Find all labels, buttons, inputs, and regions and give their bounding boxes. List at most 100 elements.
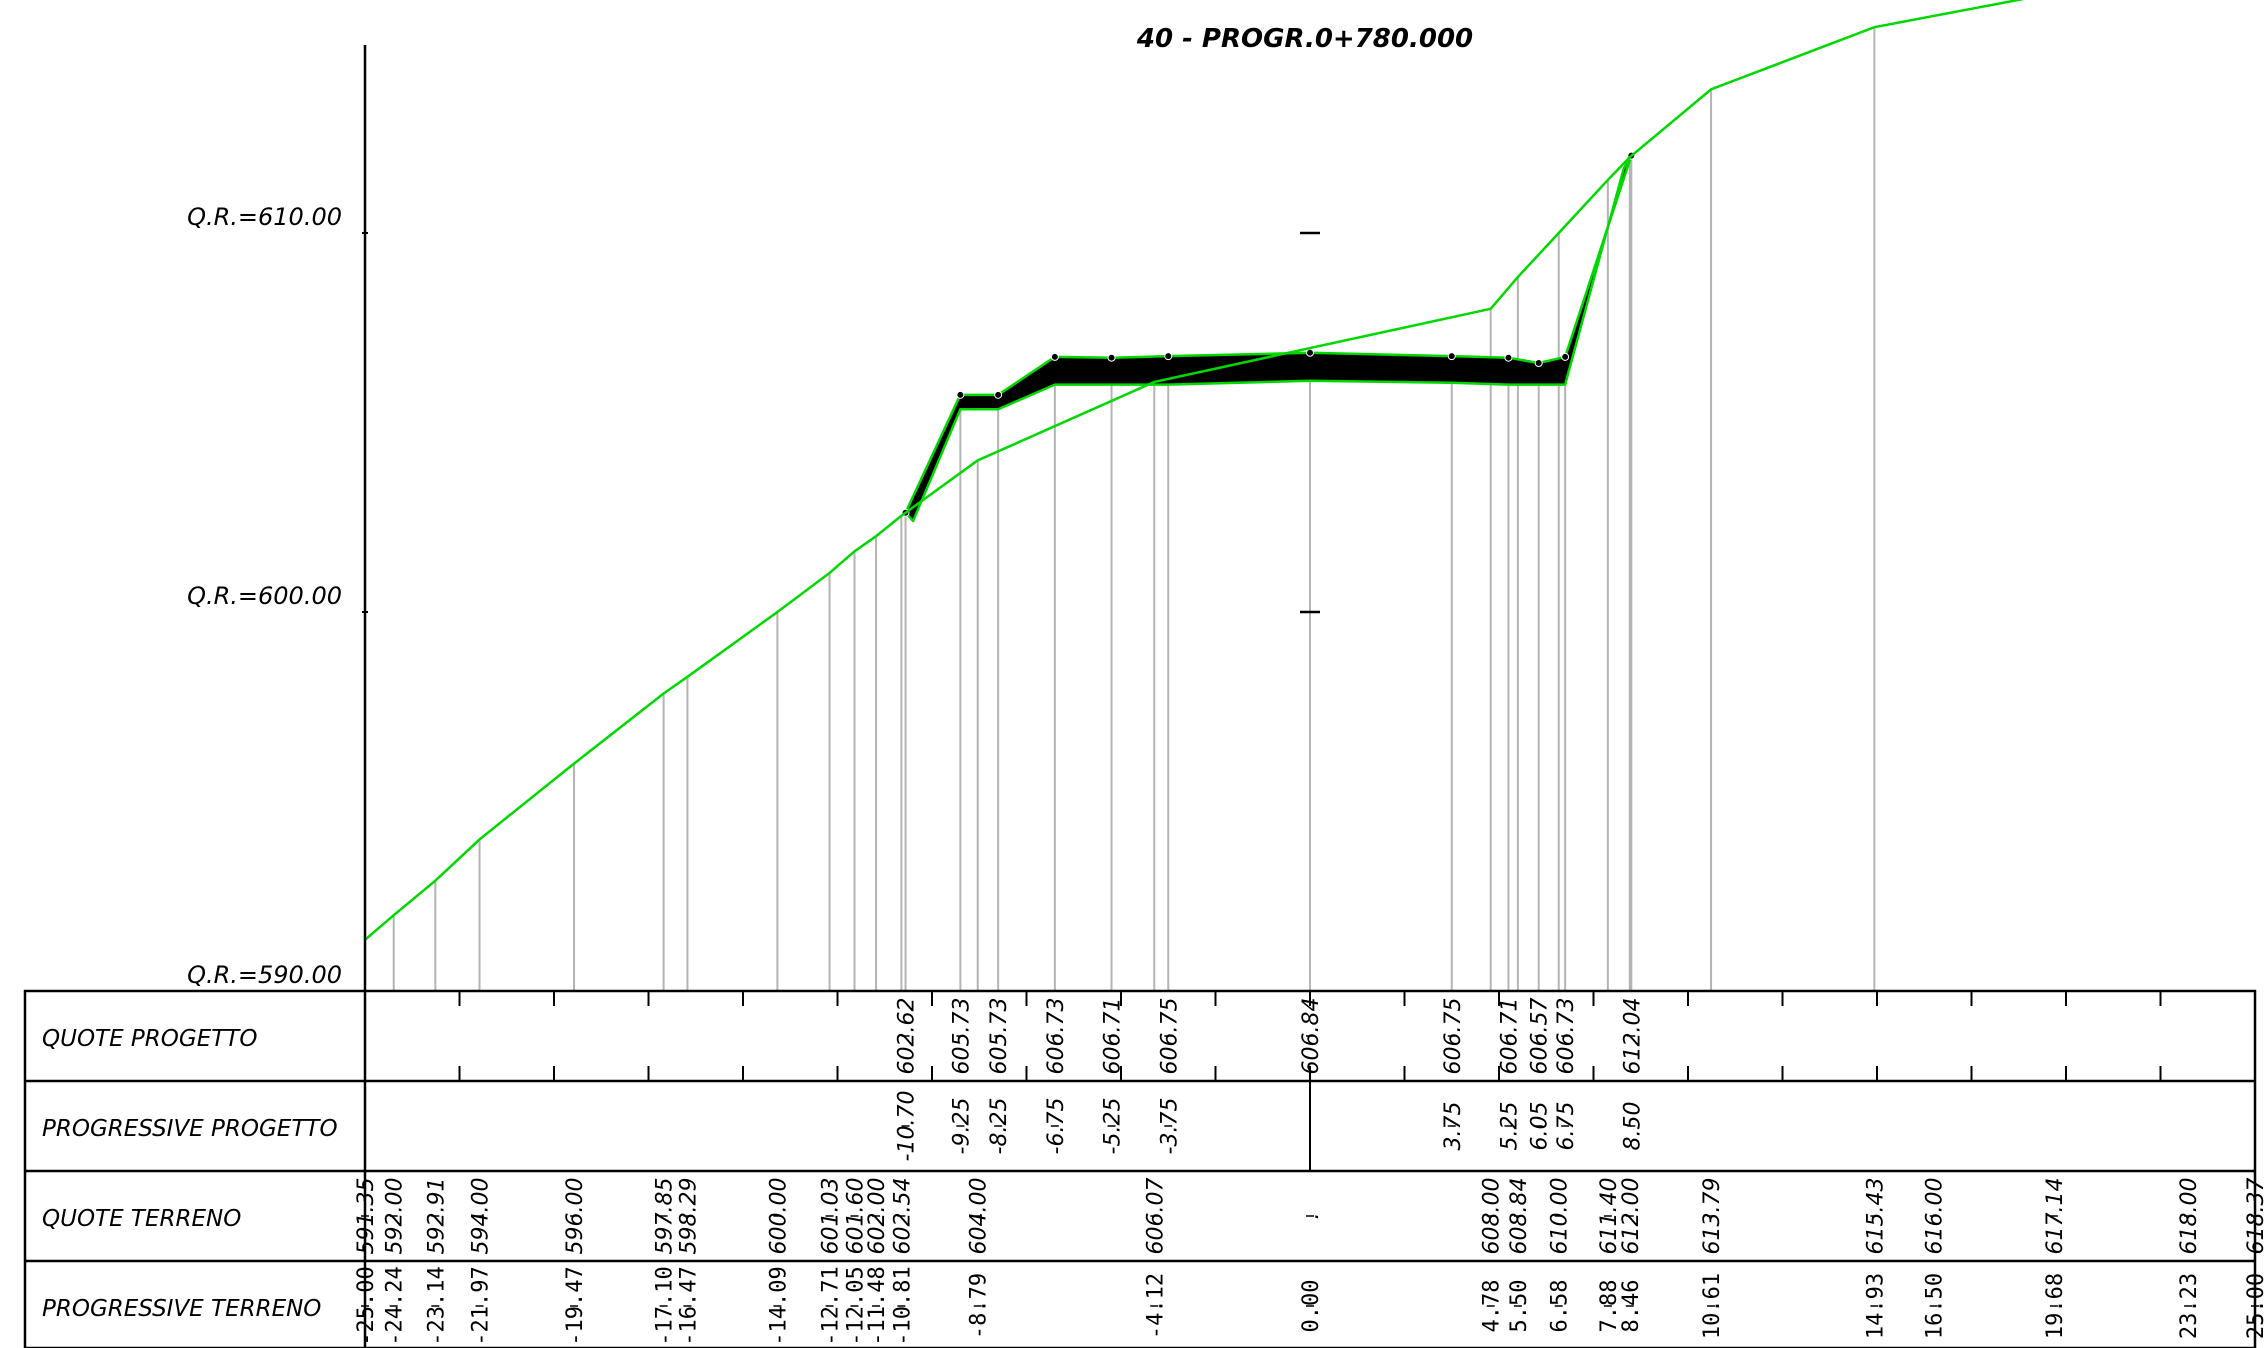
- progressive-terreno-value: 7.88: [1597, 1280, 1622, 1333]
- quote-terreno-values: 591.35 592.00 592.91 594.00 596.00 597.85598.…: [354, 1178, 2266, 1255]
- table-frame: [23, 989, 2257, 1348]
- project-vertex: [1306, 348, 1314, 357]
- quote-terreno-value: .: [1299, 1213, 1324, 1220]
- progressive-progetto-value: 5.25: [1497, 1102, 1522, 1151]
- section-title: 40 - PROGR.0+780.000: [1136, 24, 1473, 54]
- progressive-terreno-value: 16.50: [1923, 1273, 1948, 1339]
- quote-terreno-value: 598.29: [676, 1178, 701, 1255]
- progressive-progetto-value: -3.75: [1157, 1098, 1182, 1155]
- progressive-terreno-value: 19.68: [2043, 1273, 2068, 1339]
- quote-terreno-value: 606.07: [1143, 1178, 1168, 1255]
- elevation-label-qr-610: Q.R.=610.00: [187, 203, 342, 231]
- quote-progetto-value: 606.71: [1101, 998, 1126, 1075]
- data-table: QUOTE PROGETTO PROGRESSIVE PROGETTO QUOT…: [23, 989, 2266, 1348]
- elevation-labels: Q.R.=610.00 Q.R.=600.00 Q.R.=590.00: [187, 203, 368, 992]
- progressive-progetto-values: -10.70 -9.25 -8.25 -6.75 -5.25 -3.75 3.75 5.25 6…: [895, 1091, 1646, 1162]
- progressive-terreno-value: 6.58: [1548, 1280, 1573, 1333]
- quote-terreno-value: 602.00: [865, 1178, 890, 1255]
- quote-progetto-value: 606.73: [1554, 998, 1579, 1075]
- progressive-terreno-value: -10.81: [890, 1266, 915, 1345]
- quote-terreno-value: 602.54: [890, 1178, 915, 1255]
- project-vertex: [1050, 352, 1059, 361]
- quote-progetto-value: 606.71: [1497, 998, 1522, 1075]
- progressive-terreno-value: -8.79: [967, 1273, 992, 1339]
- quote-terreno-value: 600.00: [766, 1178, 791, 1255]
- progressive-terreno-value: -19.47: [563, 1266, 588, 1345]
- quote-terreno-value: 611.40: [1597, 1178, 1622, 1255]
- quote-progetto-value: 606.75: [1157, 998, 1182, 1075]
- progressive-progetto-value: 6.05: [1528, 1102, 1553, 1151]
- progressive-terreno-value: 8.46: [1619, 1280, 1644, 1333]
- progressive-progetto-value: -9.25: [949, 1098, 974, 1155]
- project-vertex: [1107, 353, 1116, 362]
- quote-terreno-value: 591.35: [354, 1178, 379, 1255]
- progressive-terreno-value: 10.61: [1700, 1273, 1725, 1339]
- axis-line-marks: [1300, 231, 1320, 614]
- elevation-label-qr-590: Q.R.=590.00: [187, 961, 342, 989]
- elevation-label-qr-600: Q.R.=600.00: [187, 582, 342, 610]
- row-label-quote-progetto: QUOTE PROGETTO: [42, 1026, 257, 1052]
- progressive-progetto-value: -10.70: [895, 1091, 920, 1162]
- progressive-progetto-value: -5.25: [1101, 1098, 1126, 1155]
- terrain-line: [364, 0, 2025, 941]
- progressive-terreno-value: 4.78: [1480, 1280, 1505, 1333]
- progressive-progetto-value: -6.75: [1044, 1098, 1069, 1155]
- progressive-terreno-value: -11.48: [865, 1266, 890, 1345]
- quote-progetto-value: 602.62: [895, 998, 920, 1075]
- project-vertex: [956, 390, 965, 399]
- quote-progetto-value: 606.84: [1299, 998, 1324, 1075]
- progressive-terreno-value: -23.14: [424, 1266, 449, 1345]
- quote-terreno-value: 601.60: [844, 1178, 869, 1255]
- quote-progetto-value: 606.73: [1044, 998, 1069, 1075]
- vertical-guide-lines: [364, 27, 1876, 991]
- project-vertex: [1534, 358, 1543, 367]
- progressive-terreno-value: 5.50: [1507, 1280, 1532, 1333]
- quote-terreno-value: 608.84: [1507, 1178, 1532, 1255]
- scale-ticks-bottom: [361, 1035, 2259, 1307]
- row-label-progressive-progetto: PROGRESSIVE PROGETTO: [42, 1116, 338, 1142]
- project-vertex: [994, 390, 1003, 399]
- quote-progetto-values: 602.62 605.73 605.73 606.73 606.71 606.75 606.…: [895, 998, 1646, 1075]
- progressive-terreno-value: -21.97: [469, 1266, 494, 1345]
- quote-terreno-value: 617.14: [2043, 1178, 2068, 1255]
- progressive-terreno-value: 23.23: [2177, 1273, 2202, 1339]
- progressive-terreno-value: -16.47: [676, 1266, 701, 1345]
- progressive-terreno-value: -12.05: [844, 1266, 869, 1345]
- scale-ticks-top: [364, 991, 2256, 1006]
- row-label-quote-terreno: QUOTE TERRENO: [42, 1206, 241, 1232]
- quote-terreno-value: 612.00: [1619, 1178, 1644, 1255]
- project-section: [901, 151, 1636, 523]
- project-vertex: [1561, 352, 1570, 361]
- project-vertex: [1447, 352, 1456, 361]
- quote-terreno-value: 604.00: [967, 1178, 992, 1255]
- quote-progetto-value: 612.04: [1620, 998, 1645, 1075]
- quote-terreno-value: 618.00: [2177, 1178, 2202, 1255]
- progressive-terreno-value: -24.24: [383, 1266, 408, 1345]
- project-body: [904, 154, 1633, 523]
- quote-progetto-value: 606.57: [1528, 998, 1553, 1075]
- progressive-terreno-value: 25.00: [2244, 1273, 2266, 1339]
- quote-terreno-value: 596.00: [563, 1178, 588, 1255]
- quote-terreno-value: 597.85: [653, 1178, 678, 1255]
- progressive-terreno-value: -12.71: [819, 1266, 844, 1345]
- quote-progetto-value: 605.73: [949, 998, 974, 1075]
- quote-terreno-value: 618.37: [2244, 1178, 2266, 1255]
- progressive-terreno-value: -17.10: [653, 1266, 678, 1345]
- quote-terreno-value: 610.00: [1548, 1178, 1573, 1255]
- progressive-progetto-value: -8.25: [987, 1098, 1012, 1155]
- progressive-terreno-value: 14.93: [1863, 1273, 1888, 1339]
- quote-terreno-value: 592.91: [424, 1178, 449, 1255]
- progressive-progetto-value: 6.75: [1554, 1102, 1579, 1151]
- quote-terreno-value: 601.03: [819, 1178, 844, 1255]
- quote-terreno-value: 608.00: [1480, 1178, 1505, 1255]
- quote-terreno-value: 613.79: [1700, 1178, 1725, 1255]
- progressive-progetto-value: 8.50: [1620, 1102, 1645, 1151]
- progressive-progetto-value: 3.75: [1441, 1102, 1466, 1151]
- row-label-progressive-terreno: PROGRESSIVE TERRENO: [42, 1296, 321, 1322]
- quote-progetto-value: 606.75: [1441, 998, 1466, 1075]
- quote-terreno-value: 616.00: [1923, 1178, 1948, 1255]
- project-vertex: [1164, 352, 1173, 361]
- project-vertex: [1504, 353, 1513, 362]
- quote-progetto-value: 605.73: [987, 998, 1012, 1075]
